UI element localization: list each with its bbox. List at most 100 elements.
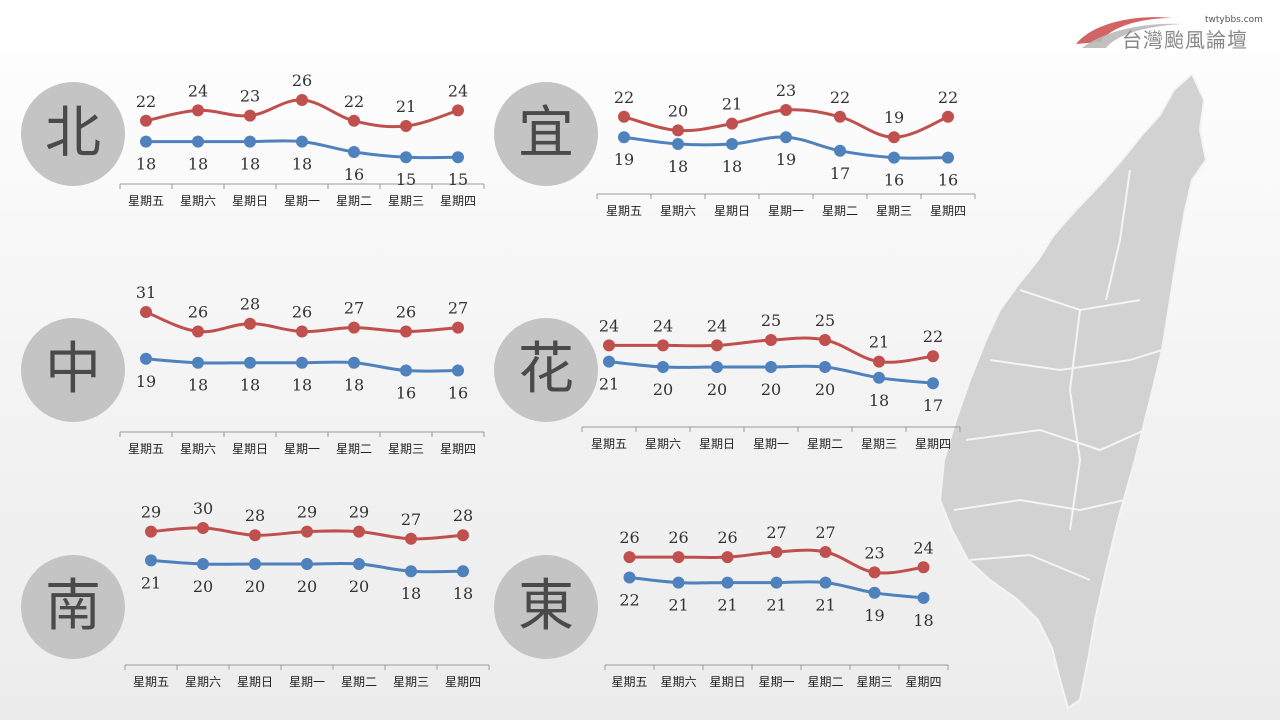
- high-data-label: 26: [292, 303, 312, 322]
- low-data-point: [888, 151, 900, 164]
- low-data-point: [672, 576, 685, 589]
- x-tick-label: 星期六: [660, 204, 696, 218]
- high-data-point: [353, 525, 365, 538]
- high-data-label: 21: [722, 95, 742, 114]
- low-data-point: [819, 576, 832, 589]
- high-data-label: 24: [707, 316, 727, 335]
- high-data-label: 30: [193, 499, 213, 518]
- low-data-point: [192, 135, 204, 148]
- site-url: twtybbs.com: [1205, 15, 1263, 25]
- region-yilan-circle: 宜: [494, 82, 598, 186]
- low-data-point: [140, 135, 152, 148]
- low-data-label: 18: [453, 584, 473, 603]
- high-data-point: [140, 306, 152, 318]
- low-data-point: [618, 131, 630, 144]
- low-data-label: 18: [668, 157, 688, 176]
- low-data-label: 18: [136, 155, 156, 174]
- low-data-point: [780, 131, 792, 144]
- low-data-point: [244, 135, 256, 148]
- high-data-label: 23: [240, 87, 260, 106]
- x-tick-label: 星期五: [611, 675, 647, 689]
- low-data-label: 21: [766, 596, 786, 615]
- x-tick-label: 星期四: [915, 437, 951, 451]
- low-data-point: [348, 356, 360, 369]
- x-tick-label: 星期二: [336, 442, 372, 456]
- high-data-point: [244, 317, 256, 330]
- taiwan-island-shape: [938, 72, 1208, 710]
- high-data-point: [192, 104, 204, 117]
- low-data-label: 21: [668, 596, 688, 615]
- high-data-point: [348, 321, 360, 334]
- low-data-point: [296, 356, 308, 369]
- x-tick-label: 星期四: [440, 194, 476, 208]
- high-data-point: [942, 110, 954, 123]
- high-data-point: [457, 529, 469, 542]
- chart-north: 星期五 星期六 星期日 星期一 星期二 星期三 星期四 22 24 23 26 22 21 24 18 18 1…: [119, 71, 485, 208]
- low-data-label: 16: [396, 384, 416, 403]
- low-data-point: [873, 371, 885, 384]
- region-central-circle: 中: [21, 318, 125, 422]
- x-tick-label: 星期一: [289, 675, 325, 689]
- low-data-label: 20: [245, 577, 265, 596]
- x-tick-label: 星期日: [237, 675, 273, 689]
- high-data-point: [721, 551, 734, 564]
- low-data-label: 20: [193, 577, 213, 596]
- high-data-label: 22: [614, 88, 634, 107]
- low-data-point: [249, 558, 261, 570]
- high-data-point: [819, 334, 831, 346]
- low-data-label: 20: [707, 380, 727, 399]
- low-data-point: [452, 151, 464, 164]
- low-data-point: [657, 361, 669, 373]
- x-tick-label: 星期一: [768, 204, 804, 218]
- high-data-label: 26: [188, 303, 208, 322]
- x-tick-label: 星期二: [336, 194, 372, 208]
- low-data-label: 16: [448, 384, 468, 403]
- region-south-circle: 南: [21, 555, 125, 659]
- low-data-point: [296, 135, 308, 148]
- low-data-point: [140, 352, 152, 365]
- low-data-label: 20: [349, 577, 369, 596]
- high-data-label: 26: [619, 528, 639, 547]
- low-data-label: 18: [240, 376, 260, 395]
- high-data-label: 28: [245, 506, 265, 525]
- high-data-label: 28: [453, 506, 473, 525]
- high-data-point: [765, 334, 777, 346]
- high-data-label: 31: [136, 283, 156, 302]
- region-east-circle: 東: [494, 555, 598, 659]
- low-data-label: 20: [761, 380, 781, 399]
- low-data-point: [711, 361, 723, 373]
- x-tick-label: 星期六: [185, 675, 221, 689]
- low-data-label: 18: [344, 376, 364, 395]
- x-tick-label: 星期二: [341, 675, 377, 689]
- high-data-point: [917, 561, 930, 574]
- high-data-point: [780, 104, 792, 116]
- high-data-point: [348, 114, 360, 127]
- low-data-label: 19: [614, 150, 634, 169]
- low-data-point: [819, 361, 831, 373]
- low-data-label: 18: [292, 155, 312, 174]
- high-data-point: [888, 131, 900, 144]
- low-data-label: 16: [344, 165, 364, 184]
- x-tick-label: 星期六: [180, 442, 216, 456]
- high-data-point: [192, 325, 204, 338]
- site-logo-swoosh: [1076, 17, 1182, 48]
- high-data-point: [672, 124, 684, 137]
- high-data-label: 21: [869, 333, 889, 352]
- x-tick-label: 星期三: [388, 194, 424, 208]
- chart-east: 星期五 星期六 星期日 星期一 星期二 星期三 星期四 26 26 26 27 27 23 24 22 21 2…: [604, 523, 949, 689]
- low-data-point: [457, 565, 469, 578]
- high-data-point: [301, 525, 313, 538]
- high-data-point: [868, 566, 881, 579]
- chart-central: 星期五 星期六 星期日 星期一 星期二 星期三 星期四 31 26 28 26 27 26 27 19 18 1…: [119, 283, 485, 456]
- high-data-label: 28: [240, 295, 260, 314]
- high-data-label: 20: [668, 101, 688, 120]
- high-data-point: [405, 532, 417, 545]
- x-tick-label: 星期三: [856, 675, 892, 689]
- taiwan-map: [938, 72, 1208, 710]
- low-data-label: 21: [717, 596, 737, 615]
- low-data-point: [197, 558, 209, 570]
- high-data-point: [452, 104, 464, 117]
- low-data-label: 16: [938, 171, 958, 190]
- high-data-point: [873, 355, 885, 368]
- high-data-label: 22: [830, 88, 850, 107]
